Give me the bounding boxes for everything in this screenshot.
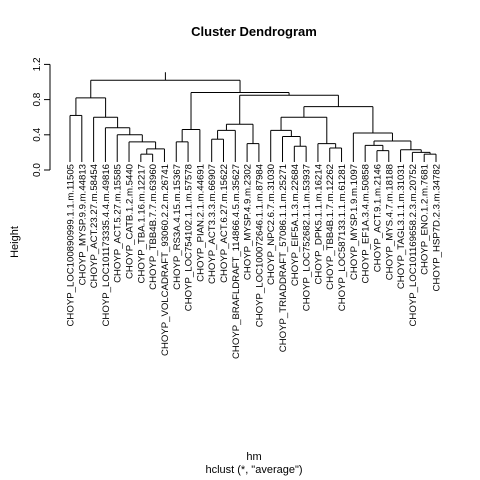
leaf-label: CHOYP_MYS.4.7.m.18188 (384, 164, 395, 280)
leaf-label: CHOYP_MYSP.9.9.m.44813 (77, 164, 88, 285)
leaf-label: CHOYP_LOC101169658.2.3.m.20752 (408, 164, 419, 327)
leaf-label: CHOYP_NPC2.6.7.m.31030 (266, 164, 277, 285)
leaf-label: CHOYP_LOC754102.1.1.m.57578 (184, 164, 195, 311)
y-tick-label: 1.2 (32, 57, 43, 71)
leaf-label: CHOYP_EIF5A.1.3.m.22684 (290, 163, 301, 286)
leaf-label: CHOYP_PIAN.2.1.m.44691 (195, 164, 206, 282)
leaf-label: CHOYP_TBB4B.1.7.m.12262 (325, 164, 336, 290)
y-tick-label: 0.8 (32, 92, 43, 106)
leaf-label: CHOYP_MYSP.4.9.m.2302 (243, 164, 254, 280)
leaf-label: CHOYP_MYSP.1.9.m.1097 (349, 164, 360, 280)
leaf-label: CHOYP_TRIADDRAFT_57086.1.1.m.25271 (278, 164, 289, 352)
leaf-label: CHOYP_TBA.1.16.m.12217 (136, 164, 147, 283)
leaf-label: CHOYP_TBB4B.7.7.m.63960 (148, 164, 159, 290)
leaf-label: CHOYP_LOC101173335.4.4.m.49816 (101, 164, 112, 327)
method-sublabel: hclust (*, "average") (205, 464, 302, 476)
y-axis: 0.0 0.4 0.8 1.2 (32, 57, 51, 177)
x-axis-label: hm (246, 451, 261, 463)
leaf-label: CHOYP_LOC100890999.1.1.m.11505 (66, 164, 77, 327)
y-axis-label: Height (9, 226, 21, 258)
dendrogram-links (69, 72, 437, 162)
leaf-label: CHOYP_BRAFLDRAFT_114866.4.5.m.35627 (231, 164, 242, 359)
leaf-label: CHOYP_ACT.9.1.m.2146 (372, 164, 383, 272)
leaf-label: CHOYP_DPK5.1.1.m.16214 (313, 163, 324, 284)
leaf-label: CHOYP_ACT.23.27.m.58454 (89, 163, 100, 288)
leaf-label: CHOYP_ENO.1.2.m.7681 (420, 164, 431, 275)
leaf-label: CHOYP_ACT.6.27.m.15622 (219, 164, 230, 283)
y-tick-label: 0.0 (32, 163, 43, 177)
leaf-label: CHOYP_LOC100072646.1.1.m.87984 (254, 163, 265, 327)
leaf-label: CHOYP_LOC587133.1.1.m.61281 (337, 164, 348, 311)
y-tick-label: 0.4 (32, 127, 43, 141)
leaf-label: CHOYP_ACT.5.27.m.15585 (113, 164, 124, 283)
leaf-label: CHOYP_TAGL3.1.1.m.31031 (396, 164, 407, 289)
chart-title: Cluster Dendrogram (191, 24, 317, 39)
leaf-labels: CHOYP_LOC100890999.1.1.m.11505 CHOYP_MYSP… (66, 163, 443, 359)
leaf-label: CHOYP_RS3A.4.15.m.15367 (172, 164, 183, 290)
leaf-label: CHOYP_VOLCADRAFT_93060.2.2.m.26741 (160, 164, 171, 356)
leaf-label: CHOYP_CATB.1.2.m.5440 (125, 164, 136, 279)
leaf-label: CHOYP_LOC752682.1.1.m.53937 (302, 164, 313, 311)
leaf-label: CHOYP_HSP7D.2.3.m.34782 (432, 164, 443, 291)
leaf-label: CHOYP_EF1A.3.4.m.50858 (361, 164, 372, 283)
leaf-label: CHOYP_ACT3.3.3.m.66907 (207, 164, 218, 284)
